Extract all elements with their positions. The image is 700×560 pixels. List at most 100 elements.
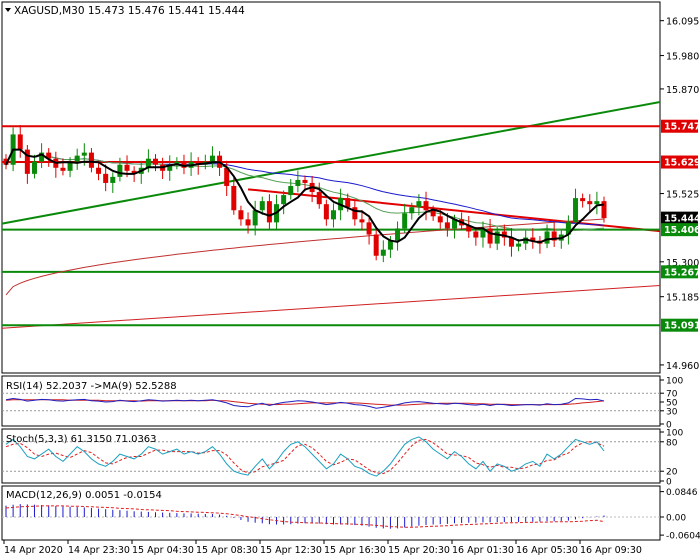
candle-body	[466, 225, 472, 232]
candle-body	[24, 149, 30, 174]
candle-body	[580, 198, 586, 202]
time-tick-label: 16 Apr 09:30	[580, 545, 642, 556]
candle-body	[380, 249, 386, 256]
candle-body	[551, 231, 557, 241]
candle-body	[224, 167, 230, 186]
macd-header: MACD(12,26,9) 0.0051 -0.0154	[6, 490, 162, 501]
candle-body	[316, 192, 322, 205]
stoch-d-line	[5, 438, 605, 475]
price-tick-label: 15.980	[666, 52, 699, 63]
time-tick-label: 14 Apr 23:30	[68, 545, 130, 556]
candle-body	[373, 234, 379, 256]
price-plot	[1, 100, 661, 329]
candle-body	[473, 231, 479, 238]
lower-red-channel-line	[1, 284, 661, 329]
candle-body	[281, 195, 287, 205]
candle-body	[103, 173, 109, 183]
level-tag: 15.267	[661, 265, 700, 279]
candle-body	[345, 198, 351, 208]
candle-body	[330, 210, 336, 220]
candle-body	[17, 134, 23, 150]
level-tag-label: 15.629	[664, 158, 700, 169]
time-axis: 14 Apr 2020 14 Apr 23:30 15 Apr 04:30 15 Ap…	[3, 540, 642, 556]
price-panel[interactable]	[1, 1, 661, 374]
ma-black-line	[5, 148, 605, 244]
candle-body	[402, 213, 408, 229]
time-tick-label: 14 Apr 2020	[4, 545, 63, 556]
price-tick-label: 15.185	[666, 293, 699, 304]
time-tick-label: 15 Apr 04:30	[132, 545, 194, 556]
level-tag: 15.091	[661, 318, 700, 332]
level-tag: 15.747	[661, 119, 700, 133]
price-axis: 16.095 15.980 15.870 15.525 15.300 15.185 14.9…	[660, 17, 699, 372]
candle-body	[387, 240, 393, 250]
candle-body	[209, 155, 215, 162]
candle-body	[323, 204, 329, 220]
candle-body	[523, 237, 529, 244]
symbol-readout: XAGUSD,M30 15.473 15.476 15.441 15.444	[14, 5, 245, 17]
candle-body	[487, 228, 493, 244]
candle-body	[131, 170, 137, 174]
candle-body	[31, 161, 37, 174]
price-tick-label: 14.960	[666, 361, 699, 372]
rsi-line	[5, 397, 605, 409]
macd-tick-label: 0.00	[666, 514, 686, 524]
candle-body	[516, 243, 522, 247]
macd-tick-label: -0.0604	[666, 532, 700, 542]
macd-panel[interactable]	[1, 485, 661, 541]
candle-body	[288, 185, 294, 196]
candle-body	[573, 198, 579, 223]
rsi-tick-label: 70	[666, 390, 678, 400]
candle-body	[67, 161, 73, 171]
candle-body	[601, 201, 607, 219]
candle-body	[74, 155, 80, 162]
candle-body	[238, 210, 244, 220]
candle-body	[416, 201, 422, 208]
rsi-tick-label: 0	[666, 421, 672, 431]
level-tag-box	[661, 318, 698, 332]
candle-body	[452, 219, 457, 229]
level-tag-label: 15.747	[664, 122, 700, 133]
candle-body	[480, 228, 486, 238]
price-tick-label: 16.095	[666, 17, 699, 28]
rsi-tick-label: 100	[666, 377, 683, 387]
stoch-plot	[2, 436, 660, 477]
candle-body	[259, 201, 265, 211]
candle-body	[145, 158, 151, 168]
candle-body	[96, 167, 102, 174]
candle-body	[124, 164, 130, 171]
time-tick-label: 16 Apr 01:30	[452, 545, 514, 556]
rsi-tick-label: 30	[666, 407, 678, 417]
candle-body	[501, 231, 507, 238]
level-tag-label: 15.091	[664, 321, 700, 332]
candle-body	[430, 210, 436, 217]
price-tick-label: 15.525	[666, 190, 699, 201]
candle-body	[153, 158, 158, 165]
level-tag-box	[661, 119, 698, 133]
stoch-k-line	[5, 436, 605, 477]
candle-body	[530, 237, 536, 241]
collapse-triangle-icon[interactable]	[5, 8, 11, 12]
candle-body	[181, 161, 187, 168]
candle-body	[81, 152, 87, 156]
candle-body	[245, 219, 251, 226]
candle-body	[266, 201, 272, 223]
stoch-tick-label: 0	[666, 478, 672, 488]
symbol-header: XAGUSD,M30 15.473 15.476 15.441 15.444	[5, 5, 245, 17]
level-tag: 15.444	[661, 211, 700, 225]
candle-body	[444, 222, 450, 229]
time-tick-label: 15 Apr 12:30	[260, 545, 322, 556]
time-tick-label: 16 Apr 05:30	[516, 545, 578, 556]
candle-body	[395, 228, 401, 241]
candle-body	[352, 207, 358, 220]
price-tick-label: 15.300	[666, 258, 699, 269]
candle-body	[39, 152, 45, 162]
stoch-tick-label: 80	[666, 438, 678, 448]
candle-body	[366, 222, 372, 235]
candle-body	[167, 164, 173, 171]
candle-body	[231, 185, 237, 211]
candle-body	[359, 219, 365, 223]
level-tag: 15.629	[661, 155, 700, 169]
